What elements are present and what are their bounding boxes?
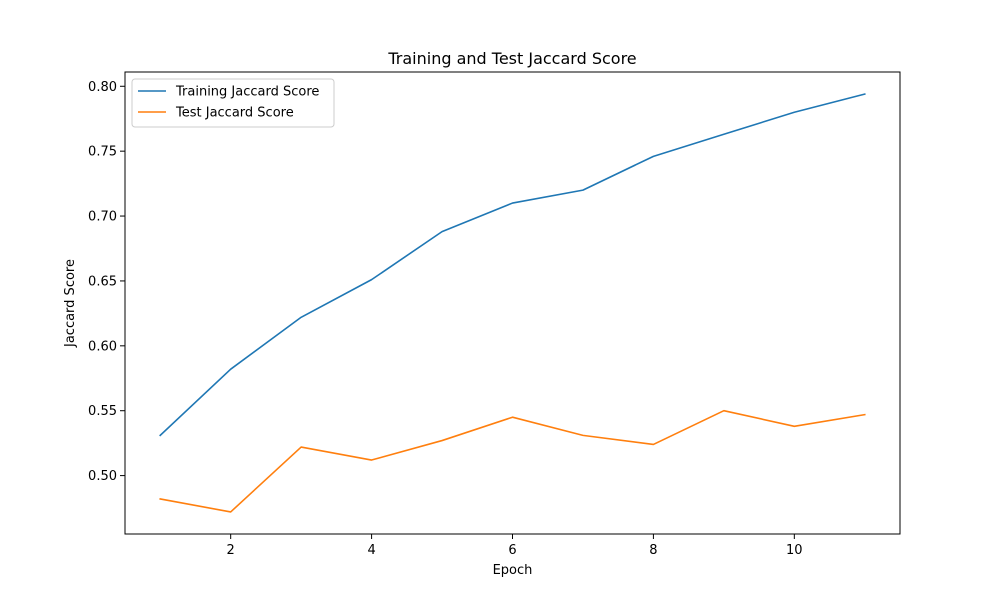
y-axis-label: Jaccard Score xyxy=(63,259,78,348)
y-tick-label: 0.55 xyxy=(88,404,117,419)
y-tick-label: 0.80 xyxy=(88,80,117,95)
y-tick-label: 0.60 xyxy=(88,339,117,354)
y-axis: 0.50 0.55 0.60 0.65 0.70 0.75 0.80 xyxy=(88,80,125,484)
series-line-training xyxy=(159,93,866,437)
y-tick-label: 0.70 xyxy=(88,210,117,225)
y-tick-label: 0.75 xyxy=(88,145,117,160)
x-tick-label: 8 xyxy=(649,543,657,558)
legend-box xyxy=(131,78,335,128)
y-tick-label: 0.65 xyxy=(88,274,117,289)
legend-label: Test Jaccard Score xyxy=(175,106,294,121)
x-tick-label: 4 xyxy=(367,543,375,558)
legend: Training Jaccard Score Test Jaccard Score xyxy=(131,78,335,128)
x-tick-label: 6 xyxy=(508,543,516,558)
x-tick-label: 2 xyxy=(227,543,235,558)
series-line-test xyxy=(159,409,866,513)
x-tick-label: 10 xyxy=(786,543,803,558)
x-axis-label: Epoch xyxy=(493,563,533,578)
x-axis: 2 4 6 8 10 xyxy=(227,534,803,558)
plot-area xyxy=(124,71,901,535)
chart-title: Training and Test Jaccard Score xyxy=(387,49,636,68)
y-tick-label: 0.50 xyxy=(88,469,117,484)
legend-label: Training Jaccard Score xyxy=(175,85,319,100)
series-lines xyxy=(159,93,866,513)
